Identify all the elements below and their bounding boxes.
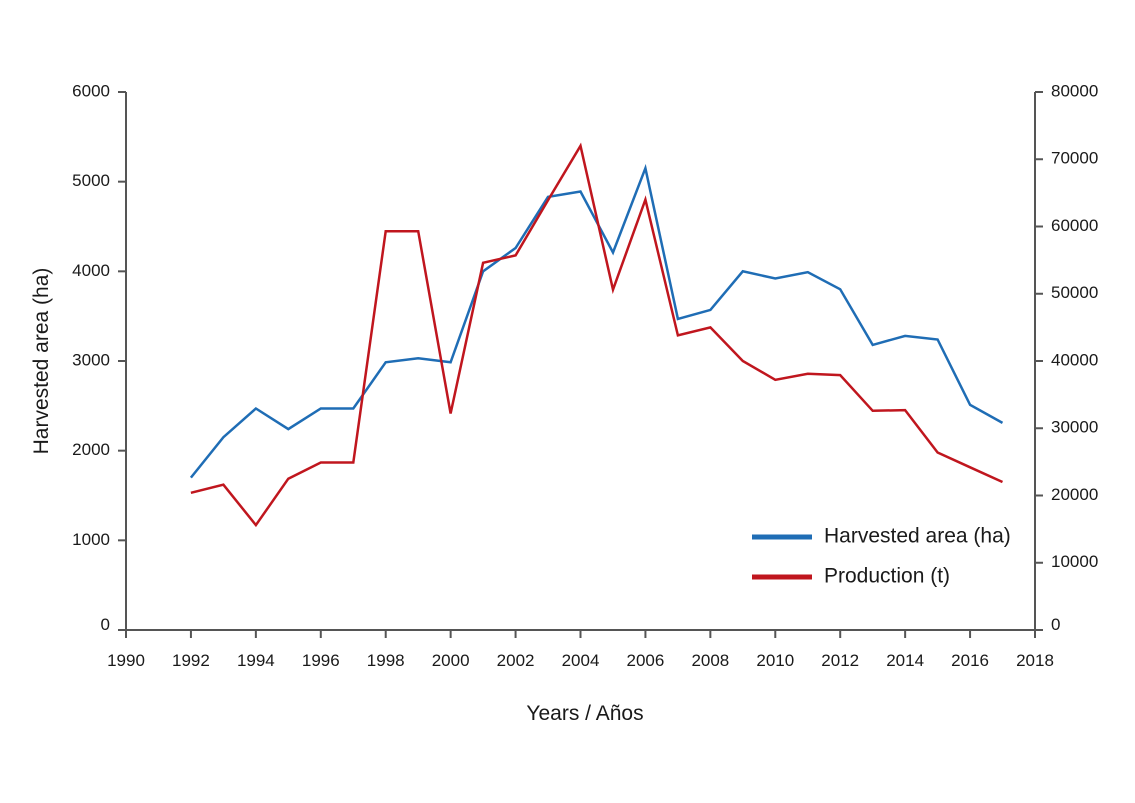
x-tick-label: 2002 [497, 651, 535, 670]
y-right-tick-label: 40000 [1051, 350, 1098, 369]
y-right-tick-label: 80000 [1051, 81, 1098, 100]
y-right-tick-label: 30000 [1051, 418, 1098, 437]
axes [125, 92, 1036, 631]
series-line-production [190, 142, 1004, 528]
legend-label: Harvested area (ha) [824, 525, 1011, 548]
y-left-tick-label: 1000 [72, 530, 110, 549]
x-tick-label: 2010 [756, 651, 794, 670]
x-tick-label: 2012 [821, 651, 859, 670]
y-right-tick-label: 20000 [1051, 485, 1098, 504]
y-right-tick-label: 70000 [1051, 149, 1098, 168]
y-left-tick-label: 0 [101, 615, 110, 634]
x-tick-label: 1996 [302, 651, 340, 670]
x-tick-label: 1994 [237, 651, 275, 670]
y-right-tick-label: 10000 [1051, 552, 1098, 571]
y-right-tick-label: 0 [1051, 615, 1060, 634]
x-tick-label: 2006 [627, 651, 665, 670]
legend-label: Production (t) [824, 565, 950, 588]
x-tick-label: 2004 [562, 651, 600, 670]
x-tick-label: 2018 [1016, 651, 1054, 670]
x-axis-title: Years / Años [526, 702, 643, 725]
y-left-tick-label: 3000 [72, 350, 110, 369]
x-tick-label: 2016 [951, 651, 989, 670]
legend: Harvested area (ha) Production (t) [752, 525, 1011, 588]
x-tick-label: 1992 [172, 651, 210, 670]
y-right-tick-label: 50000 [1051, 283, 1098, 302]
x-tick-label: 2008 [691, 651, 729, 670]
x-tick-label: 1998 [367, 651, 405, 670]
x-axis-ticks: 1990 1992 1994 1996 1998 2000 2002 2004 2006 2008… [107, 630, 1054, 670]
y-left-axis-title: Harvested area (ha) [30, 268, 53, 455]
x-tick-label: 2014 [886, 651, 924, 670]
y-left-tick-label: 5000 [72, 171, 110, 190]
y-left-tick-label: 4000 [72, 261, 110, 280]
x-tick-label: 1990 [107, 651, 145, 670]
y-left-tick-label: 2000 [72, 440, 110, 459]
y-left-axis-ticks: 0 1000 2000 3000 4000 5000 6000 [72, 81, 126, 634]
y-right-axis-ticks: 0 10000 20000 30000 40000 50000 60000 70000 8000… [1035, 81, 1098, 634]
series-layer [189, 142, 1004, 528]
x-tick-label: 2000 [432, 651, 470, 670]
y-right-tick-label: 60000 [1051, 216, 1098, 235]
y-left-tick-label: 6000 [72, 81, 110, 100]
